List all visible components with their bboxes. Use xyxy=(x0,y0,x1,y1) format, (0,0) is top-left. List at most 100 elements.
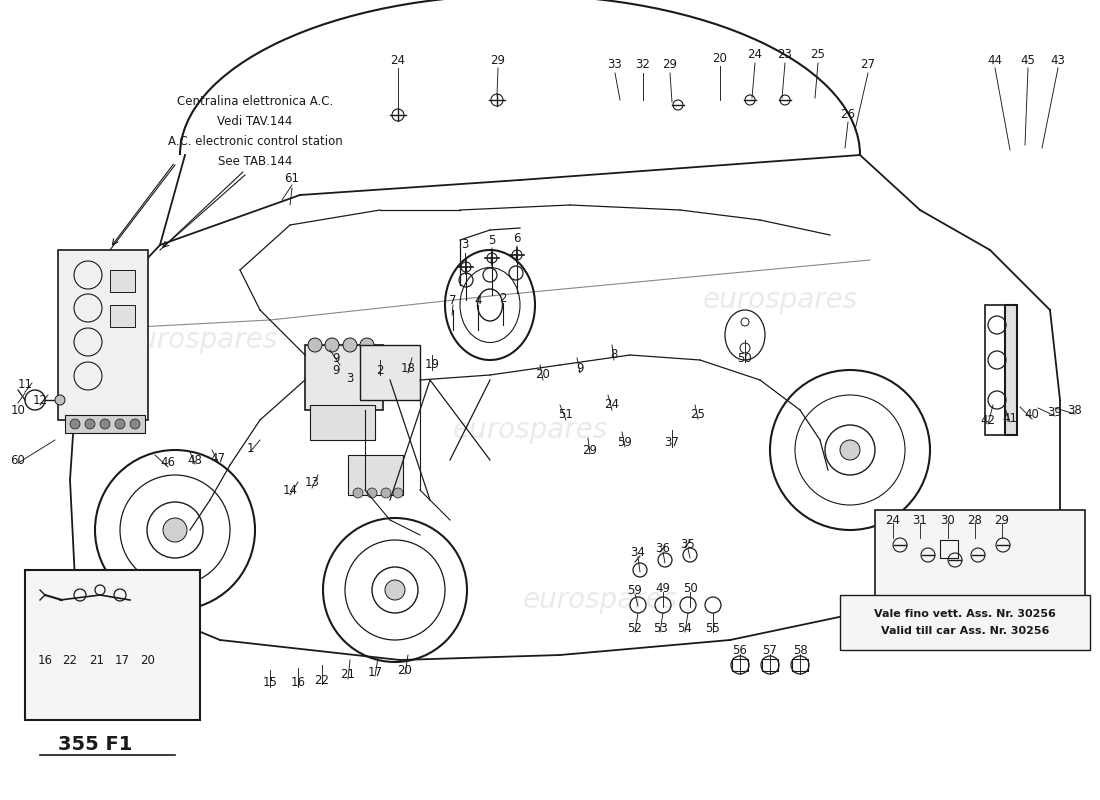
Text: 50: 50 xyxy=(683,582,697,594)
Circle shape xyxy=(163,518,187,542)
Text: 2: 2 xyxy=(376,363,384,377)
Text: eurospares: eurospares xyxy=(122,326,277,354)
Circle shape xyxy=(55,395,65,405)
Text: 24: 24 xyxy=(748,49,762,62)
Circle shape xyxy=(353,488,363,498)
Circle shape xyxy=(385,580,405,600)
Text: 29: 29 xyxy=(662,58,678,71)
Text: 50: 50 xyxy=(738,351,752,365)
Text: 31: 31 xyxy=(913,514,927,526)
Circle shape xyxy=(116,419,125,429)
Text: 59: 59 xyxy=(617,437,632,450)
Text: 33: 33 xyxy=(607,58,623,71)
Text: 16: 16 xyxy=(290,677,306,690)
Text: 3: 3 xyxy=(461,238,469,251)
Text: 51: 51 xyxy=(559,409,573,422)
Text: 15: 15 xyxy=(263,677,277,690)
Text: 10: 10 xyxy=(11,403,25,417)
Text: 29: 29 xyxy=(994,514,1010,526)
Bar xyxy=(305,345,383,410)
Bar xyxy=(110,305,135,327)
Text: 24: 24 xyxy=(390,54,406,66)
Text: 29: 29 xyxy=(491,54,506,66)
Text: 21: 21 xyxy=(341,669,355,682)
Text: 47: 47 xyxy=(210,451,225,465)
Text: 25: 25 xyxy=(811,49,825,62)
Circle shape xyxy=(130,419,140,429)
Text: 9: 9 xyxy=(576,362,584,374)
Text: 45: 45 xyxy=(1021,54,1035,66)
Text: 34: 34 xyxy=(630,546,646,559)
Bar xyxy=(984,305,1005,435)
Bar xyxy=(840,595,1090,650)
Text: 60: 60 xyxy=(11,454,25,466)
Text: 24: 24 xyxy=(886,514,901,526)
Text: 58: 58 xyxy=(793,643,807,657)
Text: 26: 26 xyxy=(840,109,856,122)
Text: 4: 4 xyxy=(474,294,482,306)
Text: 46: 46 xyxy=(161,457,176,470)
Circle shape xyxy=(367,488,377,498)
Text: 17: 17 xyxy=(114,654,130,666)
Text: 37: 37 xyxy=(664,437,680,450)
Text: Vale fino vett. Ass. Nr. 30256
Valid till car Ass. Nr. 30256: Vale fino vett. Ass. Nr. 30256 Valid til… xyxy=(874,610,1056,636)
Text: 13: 13 xyxy=(305,477,319,490)
Text: eurospares: eurospares xyxy=(522,586,678,614)
Bar xyxy=(1005,305,1018,435)
Text: 18: 18 xyxy=(400,362,416,374)
Bar xyxy=(65,415,145,433)
Text: 59: 59 xyxy=(628,583,642,597)
Bar xyxy=(25,570,200,720)
Bar xyxy=(940,540,958,558)
Text: 19: 19 xyxy=(425,358,440,371)
Bar xyxy=(874,510,1085,640)
Text: 8: 8 xyxy=(610,349,618,362)
Text: 55: 55 xyxy=(705,622,720,634)
Bar xyxy=(732,659,748,671)
Text: 41: 41 xyxy=(1002,411,1018,425)
Text: 56: 56 xyxy=(733,643,747,657)
Circle shape xyxy=(393,488,403,498)
Text: 53: 53 xyxy=(652,622,668,634)
Text: 5: 5 xyxy=(488,234,496,246)
Text: 36: 36 xyxy=(656,542,670,554)
Text: 16: 16 xyxy=(37,654,53,666)
Text: 43: 43 xyxy=(1050,54,1066,66)
Bar xyxy=(58,250,148,420)
Text: 11: 11 xyxy=(18,378,33,391)
Text: 54: 54 xyxy=(678,622,692,634)
Bar xyxy=(348,455,403,495)
Text: 24: 24 xyxy=(605,398,619,411)
Bar xyxy=(792,659,808,671)
Text: 12: 12 xyxy=(33,394,47,406)
Text: 61: 61 xyxy=(285,171,299,185)
Text: 20: 20 xyxy=(141,654,155,666)
Text: 49: 49 xyxy=(656,582,671,594)
Text: 39: 39 xyxy=(1047,406,1063,418)
Circle shape xyxy=(324,338,339,352)
Text: 17: 17 xyxy=(367,666,383,678)
Bar xyxy=(360,345,420,400)
Text: 29: 29 xyxy=(583,443,597,457)
Text: 44: 44 xyxy=(988,54,1002,66)
Text: eurospares: eurospares xyxy=(703,286,858,314)
Bar xyxy=(110,270,135,292)
Text: 22: 22 xyxy=(63,654,77,666)
Circle shape xyxy=(360,338,374,352)
Text: eurospares: eurospares xyxy=(452,416,607,444)
Circle shape xyxy=(70,419,80,429)
Text: 9: 9 xyxy=(332,351,340,365)
Text: 355 F1: 355 F1 xyxy=(58,735,132,754)
Circle shape xyxy=(308,338,322,352)
Text: 1: 1 xyxy=(246,442,254,454)
Text: 57: 57 xyxy=(762,643,778,657)
Text: 23: 23 xyxy=(778,49,792,62)
Text: 35: 35 xyxy=(681,538,695,551)
Bar xyxy=(762,659,778,671)
Circle shape xyxy=(343,338,358,352)
Text: 40: 40 xyxy=(1024,409,1040,422)
Text: 20: 20 xyxy=(536,369,550,382)
Circle shape xyxy=(85,419,95,429)
Text: 6: 6 xyxy=(514,231,520,245)
Text: 25: 25 xyxy=(691,409,705,422)
